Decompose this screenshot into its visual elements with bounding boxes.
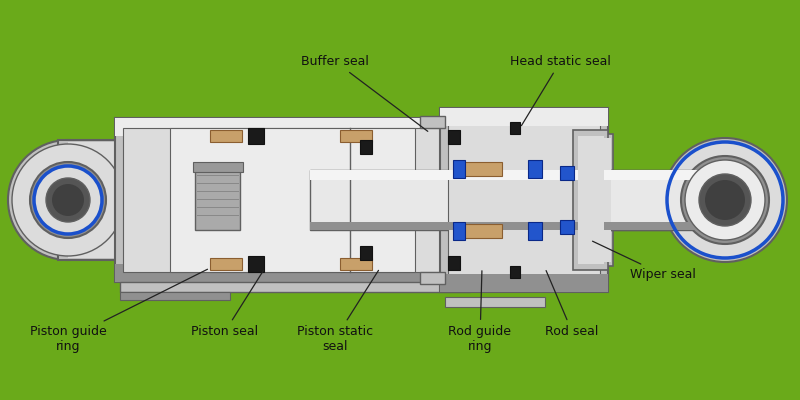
Bar bbox=[420, 116, 445, 128]
Bar bbox=[340, 258, 372, 270]
Bar bbox=[510, 266, 520, 278]
Circle shape bbox=[699, 174, 751, 226]
Bar bbox=[573, 130, 608, 270]
Bar bbox=[462, 162, 502, 176]
Circle shape bbox=[685, 160, 765, 240]
Circle shape bbox=[52, 184, 84, 216]
Bar bbox=[340, 130, 372, 142]
Text: Piston seal: Piston seal bbox=[191, 270, 263, 338]
Bar bbox=[453, 160, 465, 178]
Bar bbox=[120, 292, 230, 300]
Circle shape bbox=[681, 156, 769, 244]
Circle shape bbox=[46, 178, 90, 222]
Text: Rod seal: Rod seal bbox=[546, 270, 598, 338]
Bar bbox=[310, 170, 740, 230]
Bar bbox=[588, 134, 613, 266]
Bar bbox=[462, 224, 502, 238]
Circle shape bbox=[705, 180, 745, 220]
Bar bbox=[590, 138, 611, 262]
Bar bbox=[448, 256, 460, 270]
Bar bbox=[120, 282, 470, 292]
Bar bbox=[448, 130, 460, 144]
Bar bbox=[115, 264, 475, 282]
Bar bbox=[115, 118, 475, 136]
Circle shape bbox=[667, 142, 783, 258]
Text: Buffer seal: Buffer seal bbox=[301, 55, 428, 131]
Bar bbox=[440, 108, 608, 126]
Bar bbox=[608, 170, 671, 230]
Bar bbox=[360, 246, 372, 260]
Bar bbox=[453, 222, 465, 240]
Bar bbox=[248, 128, 264, 144]
Bar bbox=[115, 118, 475, 282]
Bar bbox=[440, 274, 608, 292]
Text: Wiper seal: Wiper seal bbox=[593, 241, 696, 281]
Text: Piston guide
ring: Piston guide ring bbox=[30, 269, 207, 353]
Bar bbox=[528, 160, 542, 178]
Circle shape bbox=[30, 162, 106, 238]
Circle shape bbox=[12, 144, 124, 256]
Bar bbox=[248, 256, 264, 272]
Bar bbox=[193, 162, 243, 172]
Bar bbox=[578, 136, 604, 264]
Bar bbox=[448, 120, 600, 280]
Text: Head static seal: Head static seal bbox=[510, 55, 611, 126]
Bar bbox=[58, 140, 136, 260]
Bar bbox=[170, 128, 415, 272]
Bar bbox=[195, 170, 240, 230]
Bar bbox=[528, 222, 542, 240]
Bar bbox=[310, 222, 740, 230]
Bar bbox=[420, 272, 445, 284]
Bar bbox=[68, 142, 126, 258]
Bar bbox=[445, 297, 545, 307]
Bar bbox=[123, 128, 467, 272]
Text: Rod guide
ring: Rod guide ring bbox=[449, 271, 511, 353]
Text: Piston static
seal: Piston static seal bbox=[297, 270, 378, 353]
Circle shape bbox=[663, 138, 787, 262]
Bar bbox=[560, 166, 574, 180]
Bar bbox=[560, 220, 574, 234]
Circle shape bbox=[34, 166, 102, 234]
Bar bbox=[440, 108, 608, 292]
Bar bbox=[360, 140, 372, 154]
Circle shape bbox=[8, 140, 128, 260]
Bar bbox=[310, 170, 740, 180]
Bar bbox=[510, 122, 520, 134]
Bar bbox=[210, 130, 242, 142]
Bar bbox=[210, 258, 242, 270]
